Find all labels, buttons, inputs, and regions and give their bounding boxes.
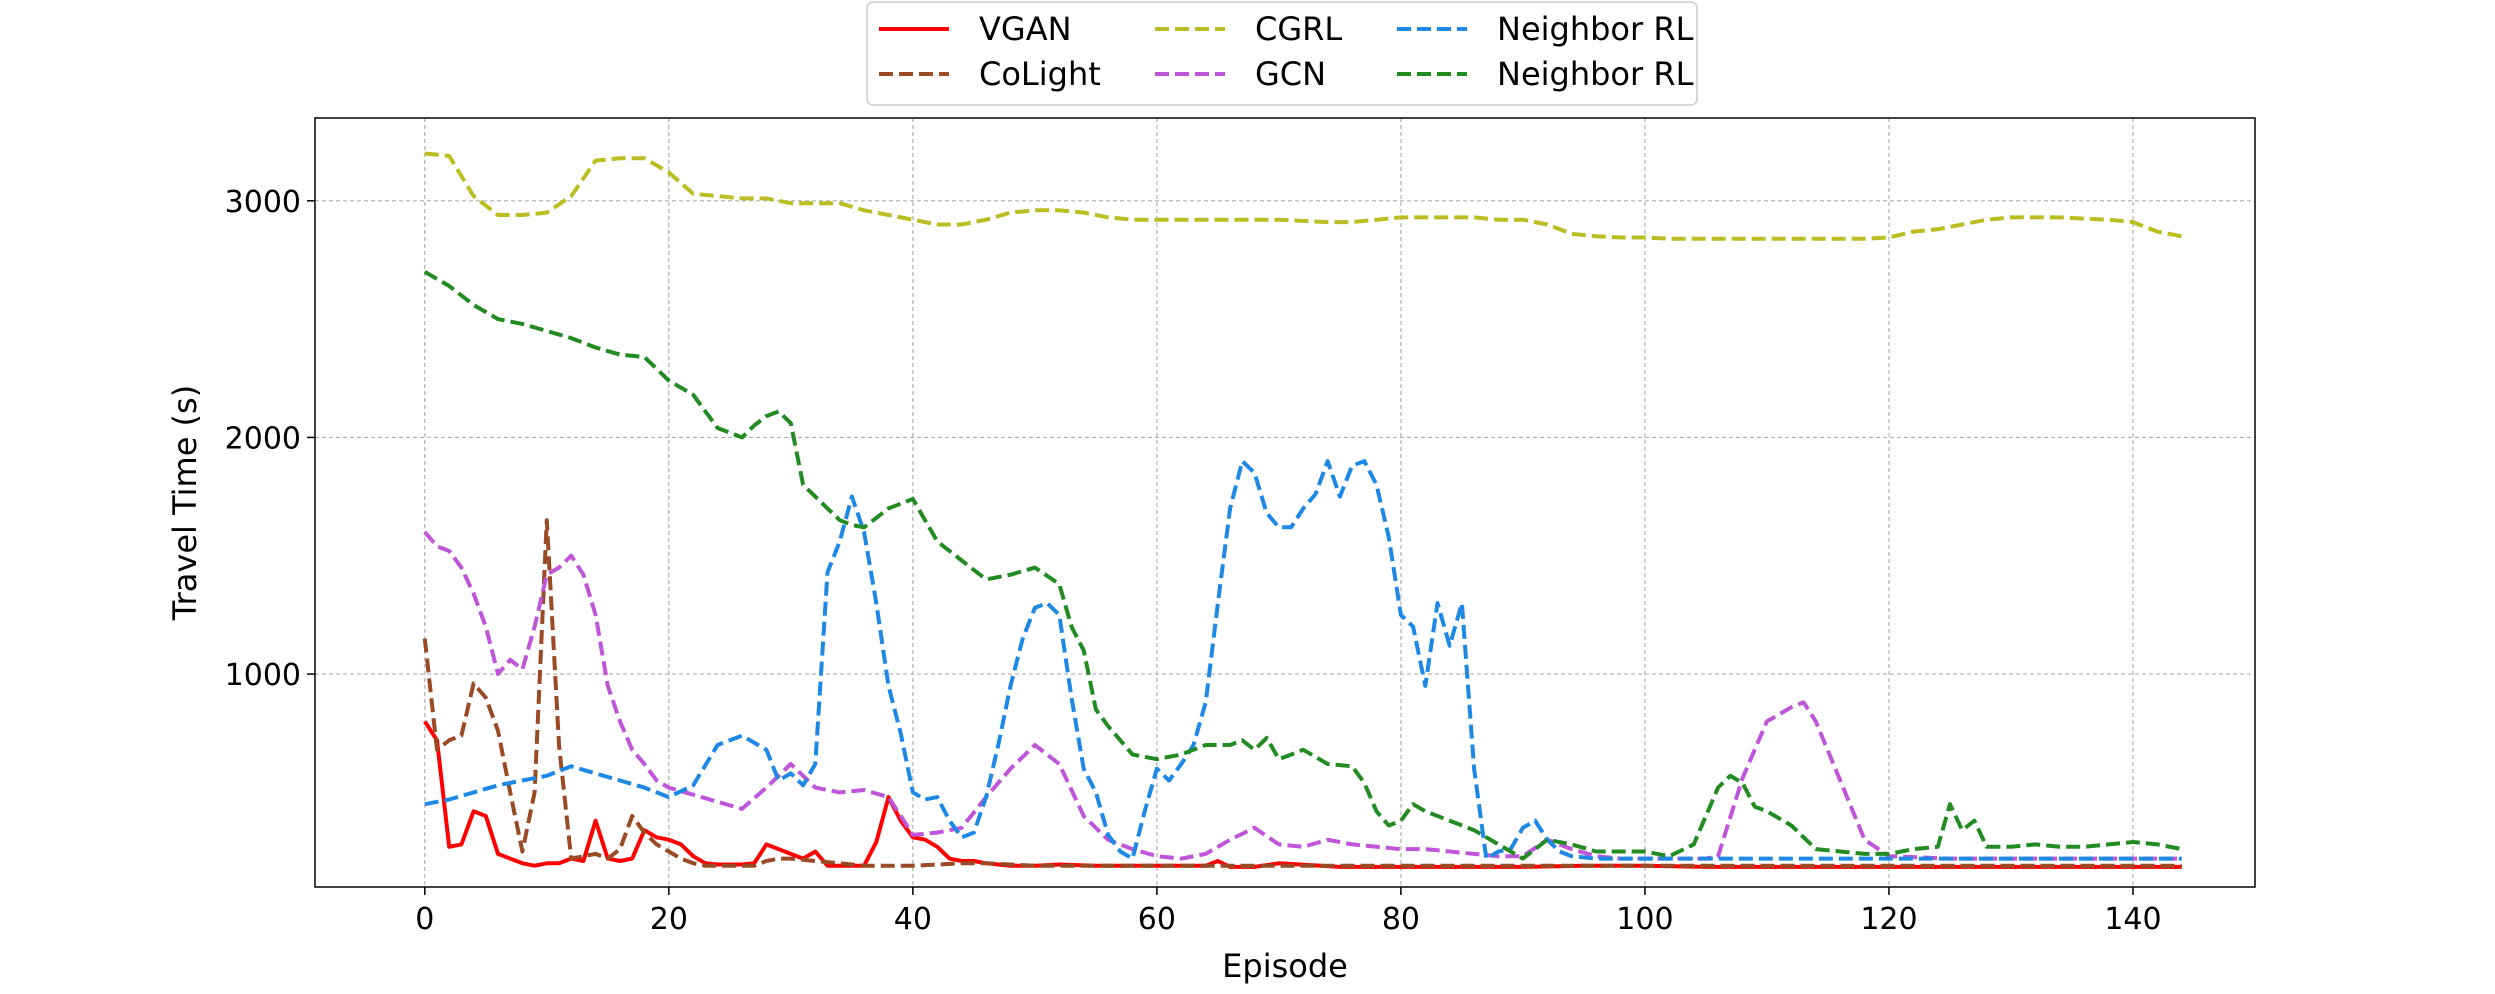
x-tick-label: 80 bbox=[1382, 902, 1420, 937]
series-layer bbox=[422, 151, 2183, 869]
legend-label-5: Neighbor RL bbox=[1497, 55, 1694, 93]
x-axis-label: Episode bbox=[1222, 947, 1348, 985]
legend-label-0: VGAN bbox=[979, 10, 1072, 48]
legend: VGAN CoLight CGRL GCN Neighbor RL Neighbor RL bbox=[866, 1, 1698, 106]
y-tick-label: 1000 bbox=[225, 658, 301, 693]
x-tick-label: 20 bbox=[650, 902, 688, 937]
series-line-4 bbox=[424, 459, 2182, 861]
legend-label-3: GCN bbox=[1255, 55, 1326, 93]
x-tick-label: 60 bbox=[1138, 902, 1176, 937]
x-tick-label: 140 bbox=[2104, 902, 2161, 937]
legend-label-4: Neighbor RL bbox=[1497, 10, 1694, 48]
x-tick-label: 40 bbox=[894, 902, 932, 937]
legend-label-2: CGRL bbox=[1255, 10, 1342, 48]
series-line-1 bbox=[422, 518, 2182, 868]
plot-area-frame bbox=[314, 117, 2256, 888]
y-axis-label: Travel Time (s) bbox=[166, 385, 204, 621]
series-line-3 bbox=[423, 530, 2182, 861]
x-tick-label: 120 bbox=[1860, 902, 1917, 937]
grid-layer bbox=[315, 118, 2255, 887]
y-tick-label: 3000 bbox=[225, 185, 301, 220]
legend-label-1: CoLight bbox=[979, 55, 1101, 93]
x-tick-label: 0 bbox=[415, 902, 434, 937]
series-line-2 bbox=[424, 151, 2183, 241]
x-tick-label: 100 bbox=[1616, 902, 1673, 937]
legend-box bbox=[866, 1, 1698, 106]
series-line-5 bbox=[423, 270, 2183, 861]
y-tick-label: 2000 bbox=[225, 421, 301, 456]
tick-layer: 0 20 40 60 80 100 120 140 1000 2000 3000 bbox=[225, 185, 2162, 937]
